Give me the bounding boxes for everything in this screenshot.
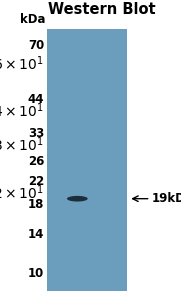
Text: Western Blot: Western Blot bbox=[48, 2, 155, 16]
Text: kDa: kDa bbox=[20, 13, 45, 26]
Text: 19kDa: 19kDa bbox=[152, 192, 181, 205]
Polygon shape bbox=[67, 196, 88, 202]
